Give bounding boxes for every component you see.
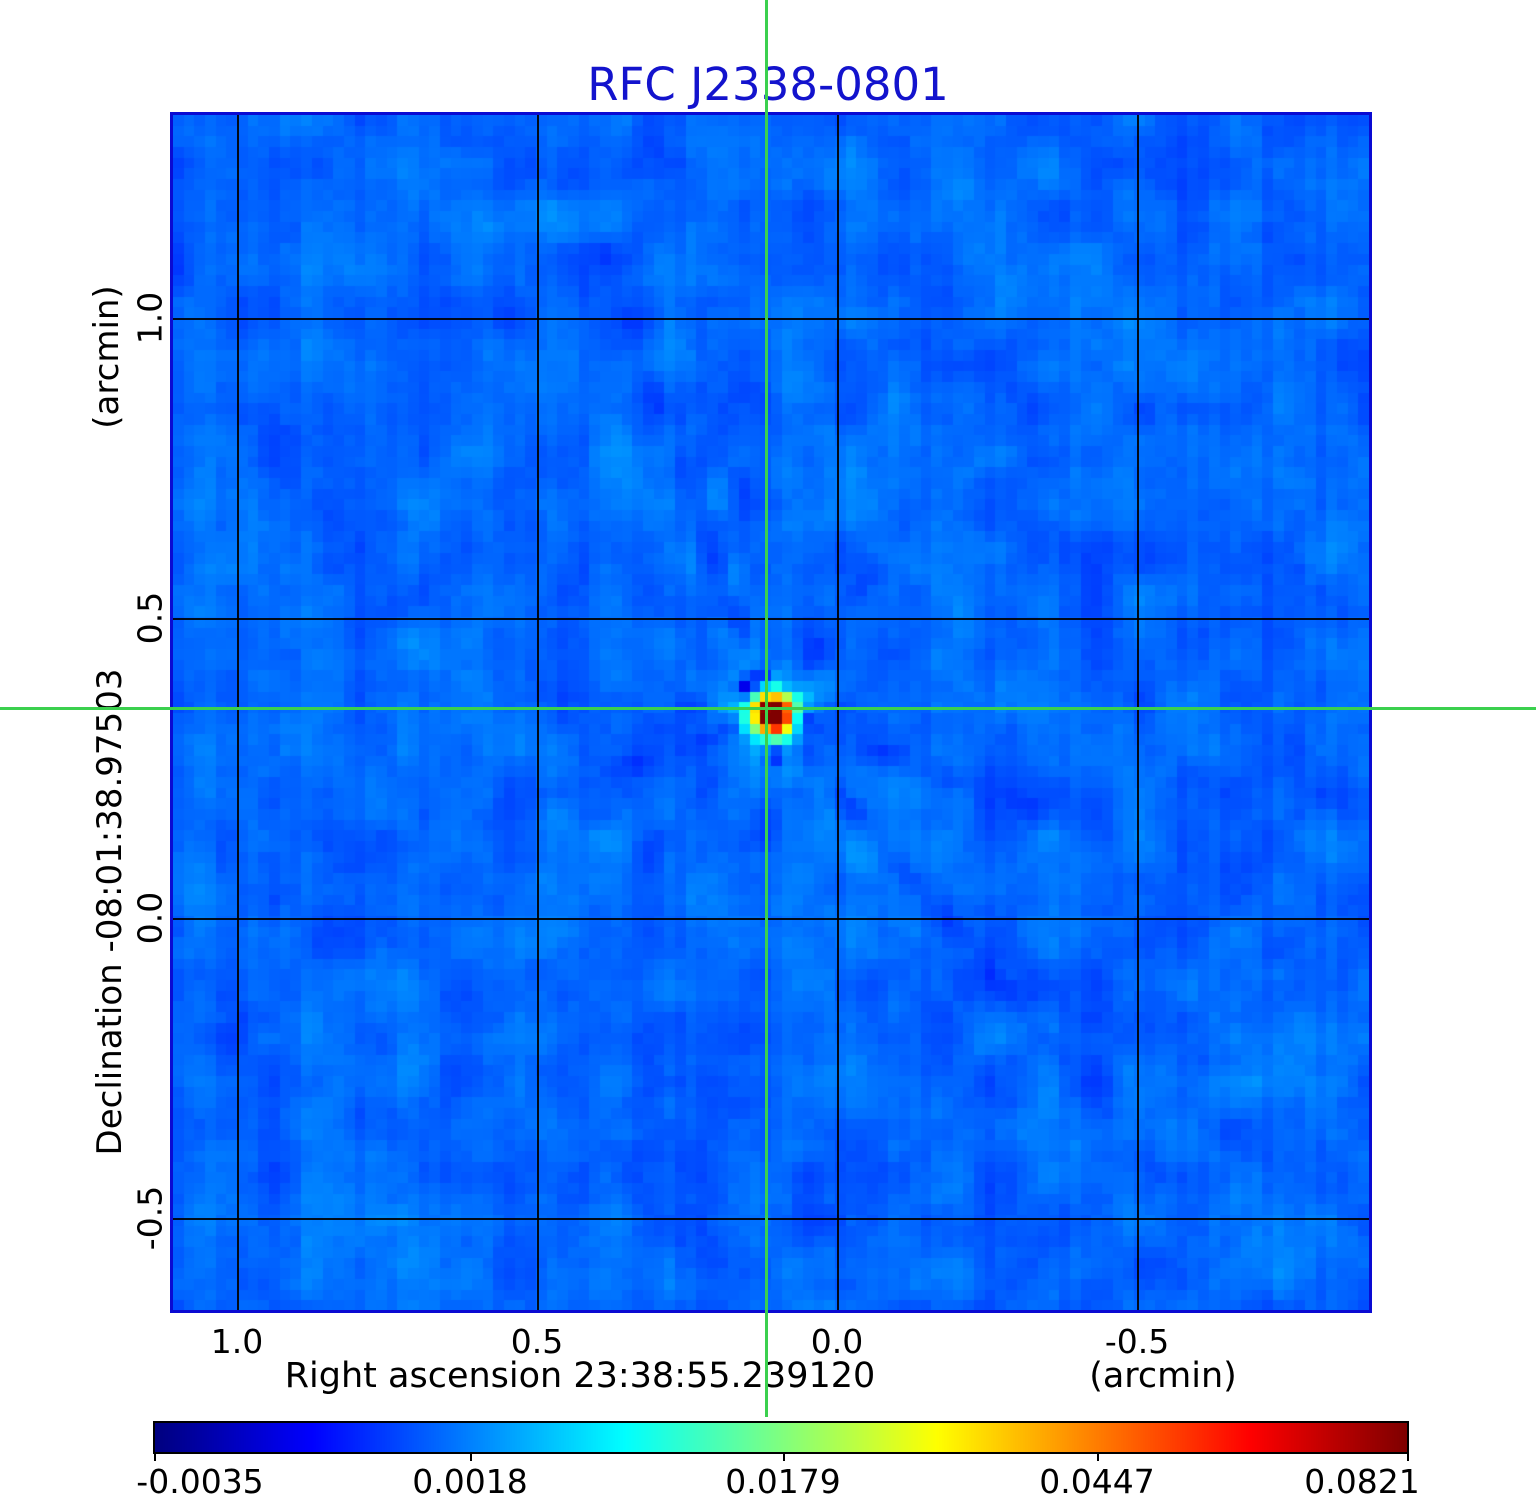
y-axis-unit-label: (arcmin): [87, 285, 127, 429]
grid-line-horizontal: [173, 317, 1369, 320]
grid-line-vertical: [837, 115, 840, 1310]
colorbar-tick-mark: [783, 1454, 785, 1461]
y-tick-label: 0.0: [130, 891, 170, 945]
colorbar-tick-mark: [1407, 1454, 1409, 1461]
y-tick-label: -0.5: [130, 1185, 170, 1251]
x-tick-label: 0.0: [810, 1322, 864, 1361]
colorbar-tick-label: 0.0018: [412, 1462, 528, 1501]
colorbar-tick-label: -0.0035: [136, 1462, 264, 1501]
sky-map-canvas: [173, 115, 1369, 1310]
colorbar: [153, 1421, 1409, 1454]
page-title: RFC J2338-0801: [587, 58, 949, 111]
grid-line-horizontal: [173, 917, 1369, 920]
grid-line-vertical: [537, 115, 540, 1310]
colorbar-tick-label: 0.0821: [1304, 1462, 1420, 1501]
y-axis-label: Declination -08:01:38.97503: [90, 668, 130, 1156]
y-tick-label: 1.0: [130, 291, 170, 345]
y-tick-label: 0.5: [130, 591, 170, 645]
x-axis-unit-label: (arcmin): [1089, 1356, 1237, 1396]
colorbar-tick-label: 0.0447: [1039, 1462, 1155, 1501]
x-tick-label: 0.5: [510, 1322, 564, 1361]
x-tick-label: -0.5: [1104, 1322, 1170, 1361]
grid-line-vertical: [1137, 115, 1140, 1310]
colorbar-tick-mark: [154, 1454, 156, 1461]
colorbar-tick-mark: [1097, 1454, 1099, 1461]
sky-map-plot: [170, 112, 1372, 1313]
colorbar-tick-mark: [470, 1454, 472, 1461]
x-tick-label: 1.0: [210, 1322, 264, 1361]
grid-line-horizontal: [173, 1217, 1369, 1220]
grid-line-vertical: [237, 115, 240, 1310]
x-axis-label: Right ascension 23:38:55.239120: [284, 1356, 876, 1396]
colorbar-tick-label: 0.0179: [725, 1462, 841, 1501]
grid-line-horizontal: [173, 617, 1369, 620]
colorbar-canvas: [155, 1423, 1407, 1452]
crosshair-horizontal-line: [0, 707, 1536, 710]
